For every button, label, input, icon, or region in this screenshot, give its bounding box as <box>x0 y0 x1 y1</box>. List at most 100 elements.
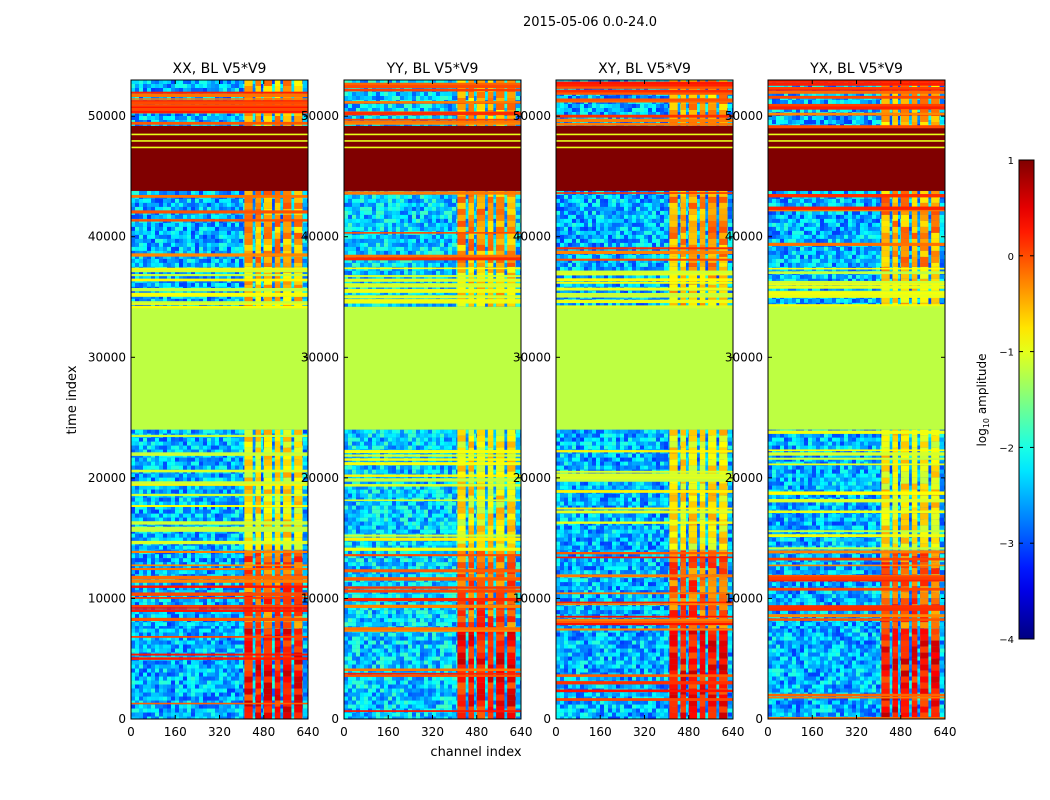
noise-cell <box>139 594 143 599</box>
noise-cell <box>223 626 227 629</box>
bright-channel-cell <box>263 598 273 605</box>
noise-cell <box>223 582 227 587</box>
noise-cell <box>143 270 147 275</box>
bright-channel-cell <box>255 586 261 593</box>
noise-cell <box>207 664 211 669</box>
noise-cell <box>271 198 275 203</box>
noise-cell <box>279 676 283 681</box>
noise-cell <box>235 509 239 514</box>
noise-cell <box>155 672 159 677</box>
noise-cell <box>219 696 223 701</box>
noise-cell <box>187 509 191 514</box>
noise-cell <box>179 640 183 645</box>
noise-cell <box>291 497 295 502</box>
noise-cell <box>207 457 211 462</box>
noise-cell <box>303 274 307 279</box>
noise-cell <box>179 202 183 207</box>
bright-channel-cell <box>255 712 261 719</box>
noise-cell <box>155 688 159 693</box>
bright-channel-cell <box>294 712 303 719</box>
noise-cell <box>159 485 163 490</box>
noise-cell <box>167 234 171 239</box>
noise-cell <box>183 465 187 470</box>
noise-cell <box>171 704 175 709</box>
noise-cell <box>187 461 191 466</box>
noise-cell <box>171 461 175 466</box>
noise-cell <box>231 594 235 599</box>
noise-cell <box>175 298 179 303</box>
noise-cell <box>147 477 151 482</box>
noise-cell <box>159 545 163 550</box>
noise-cell <box>303 238 307 243</box>
bright-channel-cell <box>274 580 281 587</box>
noise-cell <box>159 250 163 255</box>
noise-cell <box>143 594 147 599</box>
noise-cell <box>279 190 283 195</box>
noise-cell <box>207 648 211 653</box>
noise-cell <box>187 190 191 195</box>
noise-cell <box>171 497 175 502</box>
noise-cell <box>251 708 255 713</box>
noise-cell <box>235 222 239 227</box>
noise-cell <box>139 465 143 470</box>
segment-noisy-striped <box>131 550 308 629</box>
noise-cell <box>235 449 239 454</box>
noise-cell <box>303 708 307 713</box>
noise-cell <box>155 660 159 665</box>
noise-cell <box>151 513 155 518</box>
noise-cell <box>271 457 275 462</box>
bright-channel-cell <box>283 495 292 502</box>
noise-cell <box>183 445 187 450</box>
noise-cell <box>291 449 295 454</box>
noise-cell <box>179 234 183 239</box>
noise-cell <box>251 429 255 434</box>
noise-cell <box>227 202 231 207</box>
noise-cell <box>223 668 227 673</box>
bright-channel-cell <box>274 694 281 701</box>
noise-cell <box>203 238 207 243</box>
noise-cell <box>279 610 283 615</box>
noise-cell <box>139 254 143 259</box>
noise-cell <box>271 602 275 607</box>
noise-cell <box>271 590 275 595</box>
noise-cell <box>163 590 167 595</box>
noise-cell <box>163 558 167 563</box>
bright-channel-cell <box>283 646 292 653</box>
noise-cell <box>231 441 235 446</box>
noise-cell <box>183 202 187 207</box>
noise-cell <box>187 672 191 677</box>
noise-cell <box>239 246 243 251</box>
noise-cell <box>179 716 183 719</box>
noise-cell <box>139 628 143 633</box>
noise-cell <box>191 246 195 251</box>
noise-cell <box>175 632 179 637</box>
noise-cell <box>159 234 163 239</box>
noise-cell <box>163 594 167 599</box>
noise-cell <box>159 441 163 446</box>
noise-cell <box>135 445 139 450</box>
noise-cell <box>143 533 147 538</box>
noise-cell <box>203 230 207 235</box>
bright-channel-cell <box>274 537 281 544</box>
noise-cell <box>167 610 171 615</box>
bright-channel-cell <box>274 296 281 303</box>
noise-cell <box>187 282 191 287</box>
noise-cell <box>179 242 183 247</box>
noise-cell <box>167 594 171 599</box>
noise-cell <box>175 712 179 717</box>
bright-channel-cell <box>263 531 273 538</box>
noise-cell <box>183 586 187 591</box>
noise-cell <box>203 222 207 227</box>
bright-channel-cell <box>244 646 253 653</box>
noise-cell <box>203 437 207 442</box>
noise-cell <box>159 672 163 677</box>
noise-cell <box>191 636 195 641</box>
noise-cell <box>155 708 159 713</box>
noise-cell <box>199 700 203 705</box>
bright-channel-cell <box>263 429 273 436</box>
noise-cell <box>231 632 235 637</box>
noise-cell <box>183 672 187 677</box>
noise-cell <box>179 610 183 615</box>
noise-cell <box>155 692 159 697</box>
noise-cell <box>251 198 255 203</box>
